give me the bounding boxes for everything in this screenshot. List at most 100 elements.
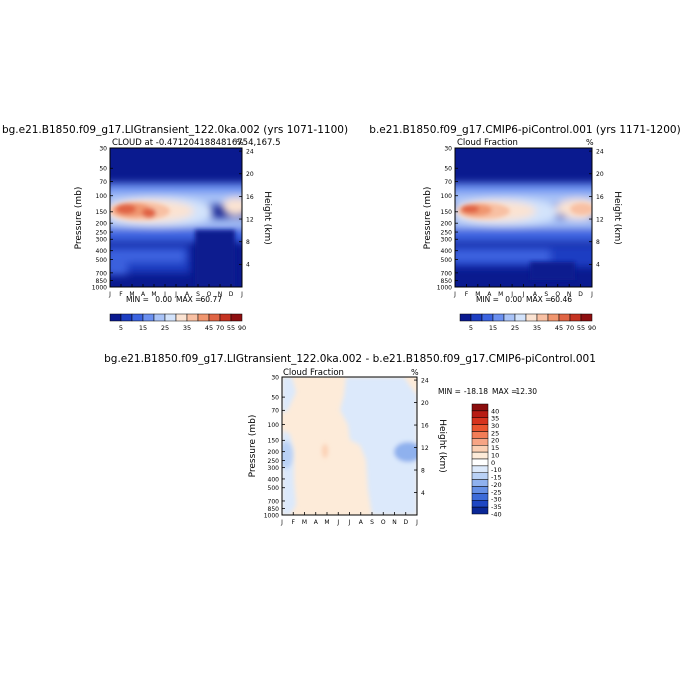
panel-control-ytick-right-label: 16: [596, 194, 604, 201]
panel-control-ytick-label: 1000: [437, 284, 452, 291]
panel-control-xtick-label: J: [590, 291, 593, 298]
panel-difference-ytick-right-label: 16: [421, 422, 429, 429]
panel-lig-field: [110, 148, 242, 287]
panel-control-xtick-label: M: [498, 291, 503, 298]
panel-difference-ytick-label: 850: [268, 506, 280, 513]
panel-control-ylabel: Pressure (mb): [423, 187, 433, 250]
panel-difference-colorbar-box: [471, 486, 489, 494]
panel-lig-xtick-label: M: [151, 291, 156, 298]
panel-lig-max-label: MAX =: [176, 295, 201, 304]
panel-difference-ytick-label: 400: [268, 476, 280, 483]
panel-lig-colorbar-label: 90: [238, 324, 246, 332]
panel-control-max-value: 60.46: [551, 295, 573, 304]
panel-difference-subtitle: Cloud Fraction: [283, 368, 344, 378]
panel-control-subtitle: Cloud Fraction: [457, 138, 518, 148]
panel-lig: bg.e21.B1850.f09_g17.LIGtransient_122.0k…: [2, 124, 348, 332]
panel-lig-xtick-label: O: [207, 291, 212, 298]
panel-difference-colorbar-box: [471, 424, 489, 432]
panel-difference-xtick-label: J: [336, 519, 339, 526]
panel-lig-subtitle: CLOUD at -0.4712041884816754,167.5: [112, 138, 281, 148]
panel-difference-corner-label: %: [411, 368, 419, 377]
panel-lig-colorbar-box: [230, 313, 243, 322]
panel-lig-xtick-label: N: [218, 291, 223, 298]
panel-control-ytick-label: 500: [441, 257, 453, 264]
panel-control-ylabel-right: Height (km): [612, 191, 622, 245]
panel-lig-ytick-label: 850: [96, 278, 108, 285]
panel-control-ytick-label: 150: [441, 209, 453, 216]
panel-control-ytick-label: 300: [441, 237, 453, 244]
panel-control-ytick-right-label: 12: [596, 216, 604, 223]
panel-lig-colorbar-box: [131, 313, 144, 322]
panel-lig-xtick-label: J: [240, 291, 243, 298]
panel-control-colorbar-box: [470, 313, 483, 322]
panel-difference-colorbar-label: -35: [491, 503, 502, 511]
panel-difference-xtick-label: D: [403, 519, 408, 526]
panel-difference-ytick-label: 500: [268, 485, 280, 492]
panel-difference-xtick-label: A: [314, 519, 319, 526]
panel-control-colorbar-box: [514, 313, 527, 322]
panel-control-colorbar-box: [481, 313, 494, 322]
panel-lig-ytick-label: 50: [99, 166, 107, 173]
panel-difference-xtick-label: M: [324, 519, 329, 526]
panel-control-colorbar-box: [558, 313, 571, 322]
panel-control-max-label: MAX =: [526, 295, 551, 304]
panel-control-colorbar-box: [536, 313, 549, 322]
panel-lig-ytick-label: 1000: [92, 284, 107, 291]
panel-lig-colorbar-box: [109, 313, 122, 322]
panel-difference-ylabel-right: Height (km): [437, 419, 447, 473]
panel-difference-colorbar-label: -40: [491, 510, 502, 518]
panel-difference-ytick-label: 200: [268, 449, 280, 456]
panel-lig-ytick-label: 150: [96, 209, 108, 216]
panel-difference-colorbar-box: [471, 417, 489, 425]
panel-control-colorbar-box: [569, 313, 582, 322]
panel-control-ytick-label: 850: [441, 278, 453, 285]
panel-difference-colorbar-label: -20: [491, 481, 502, 489]
panel-control-ytick-label: 100: [441, 193, 453, 200]
panel-lig-min-value: 0.00: [155, 295, 172, 304]
panel-lig-colorbar-box: [120, 313, 133, 322]
panel-difference-max-value: 12.30: [516, 387, 538, 396]
panel-lig-colorbar-box: [164, 313, 177, 322]
panel-control-xtick-label: N: [567, 291, 572, 298]
panel-difference-xtick-label: O: [381, 519, 386, 526]
panel-lig-ytick-label: 250: [96, 229, 108, 236]
panel-difference-xtick-label: J: [280, 519, 283, 526]
panel-difference-ytick-label: 100: [268, 422, 280, 429]
panel-lig-colorbar-box: [186, 313, 199, 322]
panel-difference-ytick-right-label: 24: [421, 377, 429, 384]
panel-lig-ytick-right-label: 4: [246, 262, 250, 269]
panel-control-colorbar-box: [547, 313, 560, 322]
panel-control-ytick-label: 200: [441, 221, 453, 228]
panel-lig-ytick-right-label: 8: [246, 239, 250, 246]
panel-difference-colorbar-label: -15: [491, 474, 502, 482]
panel-difference-ytick-right-label: 20: [421, 400, 429, 407]
panel-control-ytick-label: 30: [444, 145, 452, 152]
panel-control-min-label: MIN =: [476, 295, 499, 304]
panel-control-ytick-right-label: 4: [596, 262, 600, 269]
panel-difference-colorbar-box: [471, 506, 489, 515]
panel-difference-field: [282, 377, 417, 515]
panel-control-ytick-right-label: 8: [596, 239, 600, 246]
panel-difference-min-value: -18.18: [464, 387, 488, 396]
panel-difference-xtick-label: M: [302, 519, 307, 526]
panel-difference-colorbar-label: 0: [491, 459, 495, 467]
panel-difference-colorbar-box: [471, 431, 489, 439]
panel-control-colorbar-label: 55: [577, 324, 585, 332]
panel-lig-ytick-right-label: 16: [246, 194, 254, 201]
panel-lig-ylabel-right: Height (km): [262, 191, 272, 245]
panel-difference-ylabel: Pressure (mb): [248, 415, 258, 478]
panel-control-xtick-label: M: [475, 291, 480, 298]
panel-difference-colorbar-box: [471, 403, 489, 412]
panel-lig-colorbar-box: [153, 313, 166, 322]
panel-control-colorbar-box: [492, 313, 505, 322]
panel-lig-ytick-label: 400: [96, 248, 108, 255]
panel-difference-colorbar-box: [471, 472, 489, 480]
panel-control-xtick-label: A: [533, 291, 538, 298]
panel-difference-xtick-label: N: [392, 519, 397, 526]
panel-lig-colorbar-box: [175, 313, 188, 322]
panel-lig-ytick-label: 500: [96, 257, 108, 264]
panel-control-min-value: 0.00: [505, 295, 522, 304]
panel-difference-xtick-label: F: [292, 519, 296, 526]
